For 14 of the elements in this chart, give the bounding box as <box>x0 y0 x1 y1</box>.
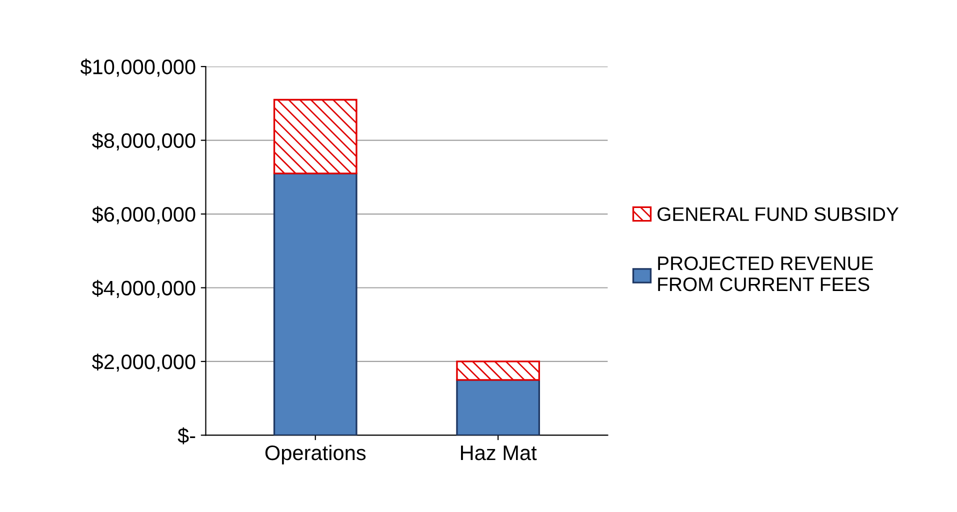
legend-label: PROJECTED REVENUE FROM CURRENT FEES <box>658 256 873 292</box>
y-tick-label: $6,000,000 <box>92 206 196 224</box>
bar <box>456 379 540 436</box>
y-tick-label: $8,000,000 <box>92 132 196 151</box>
x-tick-label: Haz Mat <box>461 446 537 460</box>
y-tick-label: $2,000,000 <box>92 354 196 372</box>
x-tick-label: Operations <box>265 444 366 464</box>
y-tick-label: $- <box>178 427 196 444</box>
y-tick-label: $10,000,000 <box>80 58 196 77</box>
y-tick-label: $4,000,000 <box>92 280 196 298</box>
legend-label: GENERAL FUND SUBSIDY <box>658 207 899 222</box>
bar <box>273 98 358 174</box>
bar <box>273 172 358 436</box>
bar <box>456 360 540 381</box>
